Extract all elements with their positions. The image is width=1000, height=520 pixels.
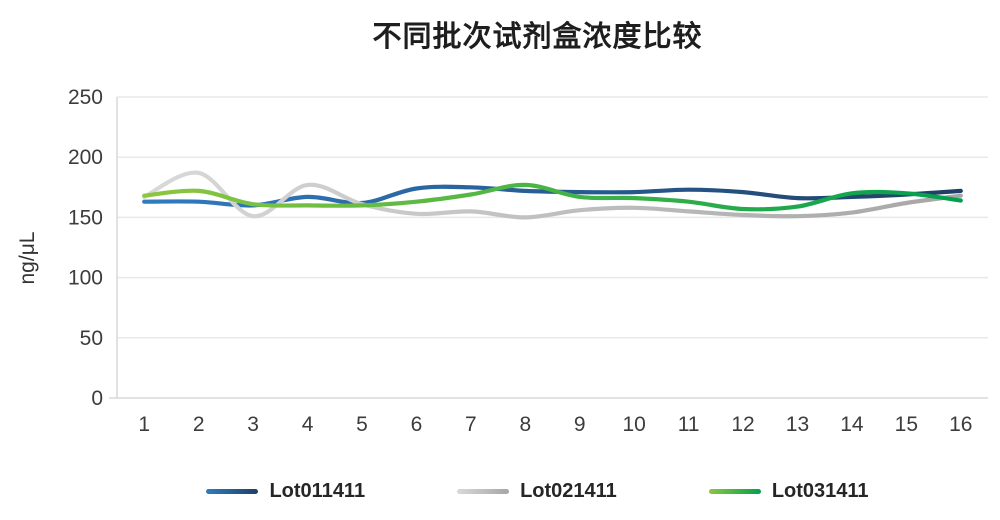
y-axis-tick-labels: 0 50 100 150 200 250 — [68, 86, 103, 410]
x-tick-label: 8 — [519, 413, 531, 436]
y-tick-label: 200 — [68, 146, 103, 169]
x-tick-label: 14 — [840, 413, 864, 436]
x-tick-label: 12 — [731, 413, 754, 436]
legend-line-swatch — [206, 489, 259, 494]
y-tick-label: 50 — [80, 327, 103, 350]
legend-label: Lot021411 — [520, 480, 617, 502]
x-tick-label: 11 — [678, 413, 700, 436]
series-line-lot021411 — [142, 170, 963, 220]
x-tick-label: 6 — [411, 413, 423, 436]
x-tick-label: 1 — [138, 413, 150, 436]
chart-title: 不同批次试剂盒浓度比较 — [372, 21, 703, 53]
legend-line-swatch — [457, 489, 510, 494]
x-tick-label: 10 — [622, 413, 645, 436]
y-tick-label: 150 — [68, 206, 103, 229]
x-tick-label: 7 — [465, 413, 477, 436]
legend-label: Lot031411 — [771, 480, 869, 502]
x-tick-label: 2 — [193, 413, 205, 436]
x-tick-label: 9 — [574, 413, 586, 436]
legend-item-lot011411[interactable]: Lot011411 — [206, 480, 365, 503]
x-tick-label: 16 — [949, 413, 972, 436]
x-tick-label: 5 — [356, 413, 368, 436]
legend-item-lot021411[interactable]: Lot021411 — [457, 480, 617, 503]
legend: Lot011411 Lot021411 Lot031411 — [0, 480, 1000, 503]
series-line-lot031411 — [142, 182, 963, 212]
x-tick-label: 15 — [895, 413, 918, 436]
gridlines — [109, 96, 988, 399]
legend-item-lot031411[interactable]: Lot031411 — [708, 480, 869, 503]
legend-label: Lot011411 — [269, 480, 366, 502]
x-tick-label: 3 — [247, 413, 259, 436]
x-axis-tick-labels: 1 2 3 4 5 6 7 8 9 10 11 12 13 14 15 16 — [138, 413, 972, 436]
series-lines — [142, 170, 963, 220]
y-tick-label: 0 — [91, 387, 103, 410]
y-tick-label: 100 — [68, 267, 103, 290]
legend-line-swatch — [708, 489, 761, 494]
x-tick-label: 13 — [786, 413, 809, 436]
y-tick-label: 250 — [68, 86, 103, 109]
x-tick-label: 4 — [302, 413, 314, 436]
